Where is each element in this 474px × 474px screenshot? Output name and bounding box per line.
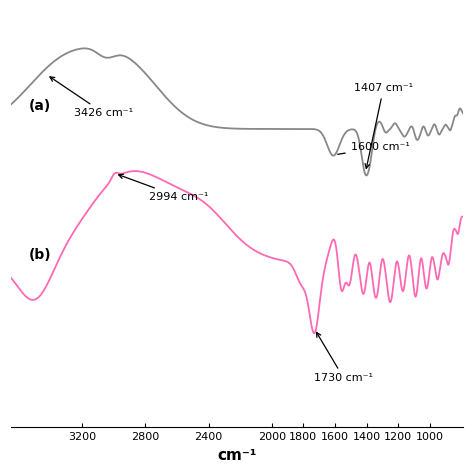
Text: (b): (b) xyxy=(28,248,51,262)
Text: 2994 cm⁻¹: 2994 cm⁻¹ xyxy=(118,174,208,201)
Text: (a): (a) xyxy=(28,99,51,113)
Text: 3426 cm⁻¹: 3426 cm⁻¹ xyxy=(50,77,133,118)
Text: 1407 cm⁻¹: 1407 cm⁻¹ xyxy=(354,83,413,168)
X-axis label: cm⁻¹: cm⁻¹ xyxy=(217,448,257,463)
Text: 1600 cm⁻¹: 1600 cm⁻¹ xyxy=(337,142,410,155)
Text: 1730 cm⁻¹: 1730 cm⁻¹ xyxy=(314,332,374,383)
